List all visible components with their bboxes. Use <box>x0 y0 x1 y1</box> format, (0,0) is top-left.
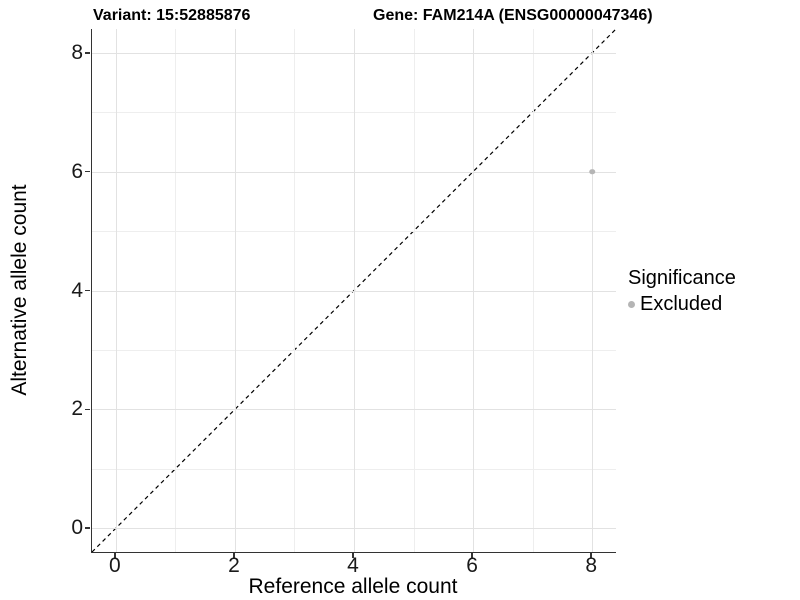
x-axis-tick <box>590 553 592 558</box>
y-axis-tick <box>85 170 90 173</box>
y-axis-tick <box>85 52 90 54</box>
gridline-y-major <box>92 528 616 530</box>
x-tick-label: 0 <box>108 554 121 577</box>
y-tick-label: 6 <box>71 159 83 183</box>
gridline-y-major <box>92 52 616 54</box>
y-tick-label: 4 <box>71 278 83 302</box>
plot-panel <box>91 28 617 553</box>
x-axis-tick <box>352 553 354 558</box>
x-tick-label: 2 <box>228 554 240 577</box>
data-point-excluded <box>589 168 595 175</box>
x-axis-tick <box>471 553 473 558</box>
x-tick-label: 4 <box>347 554 359 577</box>
x-tick-label: 6 <box>466 554 478 577</box>
y-axis-tick <box>85 289 90 292</box>
y-tick-label: 8 <box>71 40 83 64</box>
y-axis-tick <box>85 527 90 529</box>
gridline-y-major <box>92 171 616 173</box>
legend: Significance Excluded <box>628 266 736 316</box>
x-axis-tick <box>114 553 116 558</box>
legend-title: Significance <box>628 267 736 289</box>
y-tick-label: 2 <box>71 397 83 421</box>
y-tick-label: 0 <box>71 516 83 540</box>
plot-title-variant: Variant: 15:52885876 <box>93 7 251 24</box>
y-axis-tick <box>85 408 90 411</box>
legend-entry-label: Excluded <box>640 293 723 315</box>
legend-key-dot-icon <box>628 300 635 308</box>
y-axis-title: Alternative allele count <box>8 184 31 396</box>
x-axis-title: Reference allele count <box>248 575 458 598</box>
plot-title-gene: Gene: FAM214A (ENSG00000047346) <box>373 7 653 24</box>
gridline-y-major <box>92 409 616 411</box>
legend-entry-excluded: Excluded <box>628 292 736 316</box>
x-tick-label: 8 <box>585 554 598 577</box>
gridline-y-major <box>92 290 616 292</box>
x-axis-tick <box>233 553 235 558</box>
